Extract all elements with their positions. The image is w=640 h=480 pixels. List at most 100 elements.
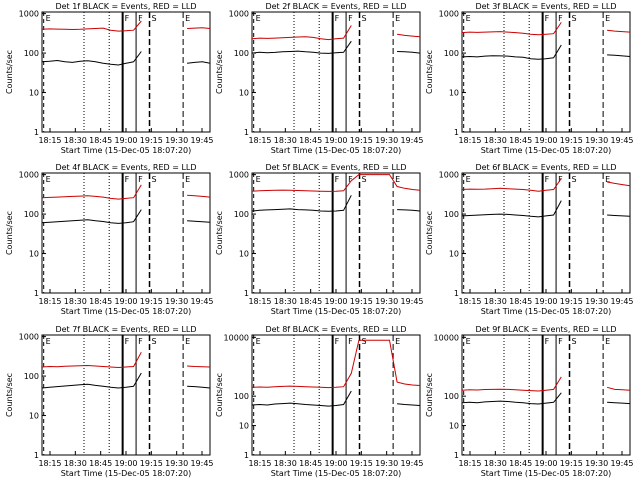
panel-5-xtick-label-1: 18:30 [274, 297, 297, 306]
panel-6-title: Det 6f BLACK = Events, RED = LLD [475, 163, 616, 172]
panel-1-xtick-label-1: 18:30 [64, 136, 87, 145]
panel-1-ylabel: Counts/sec [5, 50, 14, 94]
panel-8-ytick-label-3: 10000 [224, 333, 249, 342]
panel-4-xlabel: Start Time (15-Dec-05 18:07:20) [61, 307, 192, 316]
panel-5-marker-label-2: F [348, 175, 353, 184]
panel-8-xtick-label-0: 18:15 [248, 459, 271, 468]
panel-6-ytick-label-1: 10 [449, 250, 459, 259]
panel-1-frame [41, 11, 211, 133]
panel-6-ylabel: Counts/sec [425, 211, 434, 255]
panel-1-series-events [41, 51, 211, 66]
panel-2-ylabel: Counts/sec [215, 50, 224, 94]
panel-1-series-lld [41, 20, 211, 32]
panel-7-series-lld [41, 352, 211, 369]
panel-7-marker-label-1: F [125, 337, 130, 346]
panel-9-frame [461, 334, 631, 456]
panel-2-marker-label-2: F [348, 14, 353, 23]
panel-9-xtick-label-1: 18:30 [484, 459, 507, 468]
panel-8-xtick-label-1: 18:30 [274, 459, 297, 468]
panel-5-marker-label-4: E [395, 175, 400, 184]
panel-4-ylabel: Counts/sec [5, 211, 14, 255]
panel-6-xtick-label-4: 19:15 [560, 297, 583, 306]
panel-3-marker-label-2: F [558, 14, 563, 23]
panel-3-xtick-label-4: 19:15 [560, 136, 583, 145]
panel-1-xtick-label-5: 19:30 [165, 136, 188, 145]
panel-3: Det 3f BLACK = Events, RED = LLD 1 10 100 10… [425, 2, 634, 155]
panel-3-xlabel: Start Time (15-Dec-05 18:07:20) [481, 146, 612, 155]
panel-5-series-events [251, 195, 421, 212]
panel-1-xtick-label-0: 18:15 [38, 136, 61, 145]
panel-4-series-events [41, 209, 211, 224]
panel-2-ytick-label-0: 1 [244, 128, 249, 137]
panel-5-xtick-label-0: 18:15 [248, 297, 271, 306]
panel-6-xtick-label-2: 18:45 [509, 297, 532, 306]
panel-2-xtick-label-1: 18:30 [274, 136, 297, 145]
panel-2-marker-label-3: S [362, 14, 367, 23]
panel-7-ytick-label-1: 10 [29, 412, 39, 421]
panel-3-ytick-label-3: 1000 [439, 10, 459, 19]
panel-9-ytick-label-3: 10000 [434, 333, 459, 342]
panel-3-xtick-label-2: 18:45 [509, 136, 532, 145]
panel-6-ytick-label-3: 1000 [439, 171, 459, 180]
panel-8-ytick-label-0: 1 [244, 451, 249, 460]
panel-7-xtick-label-2: 18:45 [89, 459, 112, 468]
panel-8-frame [251, 334, 421, 456]
panel-6-marker-label-1: F [545, 175, 550, 184]
panel-7-xtick-label-6: 19:45 [190, 459, 213, 468]
panel-7-xtick-label-1: 18:30 [64, 459, 87, 468]
panel-5-xtick-label-4: 19:15 [350, 297, 373, 306]
panel-6-xtick-label-6: 19:45 [610, 297, 633, 306]
panel-7-xtick-label-5: 19:30 [165, 459, 188, 468]
panel-3-title: Det 3f BLACK = Events, RED = LLD [475, 2, 616, 11]
panel-5-xtick-label-3: 19:00 [324, 297, 347, 306]
panel-5-ytick-label-3: 1000 [229, 171, 249, 180]
panel-5-marker-label-3: S [362, 175, 367, 184]
panel-3-ytick-label-1: 10 [449, 89, 459, 98]
panel-3-frame [461, 11, 631, 133]
panel-5-marker-label-0: E [256, 175, 261, 184]
panel-5-ytick-label-2: 100 [234, 210, 249, 219]
panel-7-marker-label-0: E [46, 337, 51, 346]
panel-2-marker-label-1: F [335, 14, 340, 23]
panel-3-ytick-label-2: 100 [444, 49, 459, 58]
panel-7-xtick-label-0: 18:15 [38, 459, 61, 468]
panel-3-xtick-label-5: 19:30 [585, 136, 608, 145]
panel-9-marker-label-4: E [605, 337, 610, 346]
panel-7-ytick-label-2: 100 [24, 372, 39, 381]
panel-6-xtick-label-1: 18:30 [484, 297, 507, 306]
panel-8-ytick-label-1: 10 [239, 422, 249, 431]
panel-8: Det 8f BLACK = Events, RED = LLD 1 10 100 10… [215, 325, 424, 478]
panel-8-marker-label-1: F [335, 337, 340, 346]
panel-4-xtick-label-0: 18:15 [38, 297, 61, 306]
panel-5-marker-label-1: F [335, 175, 340, 184]
panel-8-xlabel: Start Time (15-Dec-05 18:07:20) [271, 469, 402, 478]
panel-1-marker-label-1: F [125, 14, 130, 23]
panel-5: Det 5f BLACK = Events, RED = LLD 1 10 100 10… [215, 163, 424, 316]
panel-9: Det 9f BLACK = Events, RED = LLD 1 10 100 10… [425, 325, 634, 478]
panel-9-xtick-label-2: 18:45 [509, 459, 532, 468]
panel-9-ylabel: Counts/sec [425, 373, 434, 417]
panel-6-xtick-label-5: 19:30 [585, 297, 608, 306]
panel-8-title: Det 8f BLACK = Events, RED = LLD [265, 325, 406, 334]
panel-3-xtick-label-3: 19:00 [534, 136, 557, 145]
panel-1-marker-label-4: E [185, 14, 190, 23]
panel-3-xtick-label-0: 18:15 [458, 136, 481, 145]
panel-5-xtick-label-6: 19:45 [400, 297, 423, 306]
panel-8-series-events [251, 390, 421, 407]
panel-5-ytick-label-1: 10 [239, 250, 249, 259]
panel-9-ytick-label-1: 10 [449, 422, 459, 431]
panel-4-marker-label-1: F [125, 175, 130, 184]
panel-1-ytick-label-1: 10 [29, 89, 39, 98]
panel-4-marker-label-4: E [185, 175, 190, 184]
panel-3-series-events [461, 44, 631, 60]
panel-2-xtick-label-3: 19:00 [324, 136, 347, 145]
panel-7-series-events [41, 372, 211, 389]
panel-6: Det 6f BLACK = Events, RED = LLD 1 10 100 10… [425, 163, 634, 316]
panel-9-xtick-label-3: 19:00 [534, 459, 557, 468]
panel-4-frame [41, 172, 211, 294]
panel-2-marker-label-4: E [395, 14, 400, 23]
panel-8-marker-label-3: S [362, 337, 367, 346]
panel-9-series-events [461, 392, 631, 405]
panel-6-xtick-label-3: 19:00 [534, 297, 557, 306]
panel-4-xtick-label-4: 19:15 [140, 297, 163, 306]
